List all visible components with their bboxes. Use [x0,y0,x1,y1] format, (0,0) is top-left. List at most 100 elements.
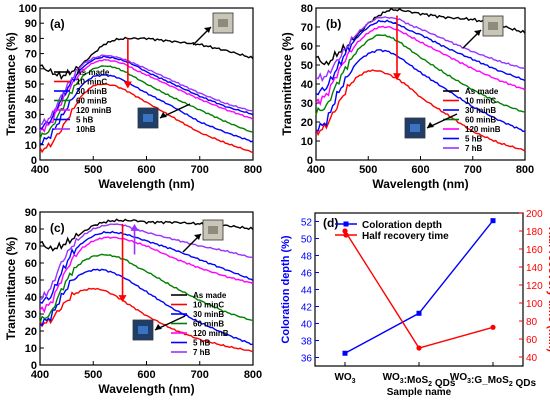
y-tick-label: 100 [19,3,37,15]
legend-label: 10 minC [193,301,224,310]
x-category-label: WO3:MoS2 QDs [383,372,456,389]
photo-sample [138,326,148,334]
series-line [39,236,254,314]
x-category-label: WO3 [334,372,355,385]
y-tick-label: 30 [301,98,313,110]
pointer-arrowhead [155,324,162,330]
y-axis-label: Coloration depth (%) [280,235,292,343]
y-tick-label: 70 [301,22,313,34]
series-line [315,49,526,133]
y-tick-label: 10 [301,136,313,148]
y-axis-label: Transmittance (%) [4,237,18,340]
colored-photo-icon [137,107,159,129]
y-tick-label: 50 [25,275,37,287]
y2-tick-label: 40 [526,353,538,364]
x-tick-label: 600 [137,164,155,176]
y-tick-label: 60 [25,258,37,270]
y2-tick-label: 160 [526,245,543,256]
y-axis-label: Transmittance (%) [4,32,18,135]
y-tick-label: 40 [301,79,313,91]
red-arrowhead [123,81,132,89]
legend-label: 30 minB [193,310,224,319]
x-axis-label: Wavelength (nm) [372,177,468,191]
y-tick-label: 0 [307,155,313,167]
series-line [315,34,526,116]
y2-tick-label: 80 [526,317,538,328]
x-tick-label: 700 [464,164,482,176]
legend-label: 7 hB [193,348,211,357]
y-tick-label: 52 [301,218,313,229]
y2-tick-label: 200 [526,209,543,220]
red-arrowhead [118,295,127,303]
photo-sample [143,114,153,122]
x-axis-label: Sample name [387,387,452,398]
legend-label: 60 minB [465,116,496,125]
y-tick-label: 50 [301,60,313,72]
panel-label: (b) [326,17,341,31]
legend-label: 30 minB [465,106,496,115]
y-tick-label: 10 [25,140,37,152]
x-axis-label: Wavelength (nm) [98,382,194,396]
y-tick-label: 20 [301,117,313,129]
legend-label: As made [193,291,227,300]
y-tick-label: 90 [25,18,37,30]
legend-label: As made [76,68,110,77]
y-tick-label: 46 [301,269,313,280]
panel-c: 400 500 600 700 800 0 10 20 30 40 50 60 70 80 90 Wavele… [4,207,262,396]
panel-a: 400 500 600 700 800 0 10 20 30 40 50 60 70 80 90 100 Wav… [4,3,262,191]
y-tick-label: 0 [31,155,37,167]
data-point [416,310,422,316]
series-line [39,74,254,145]
x-tick-label: 600 [137,369,155,381]
y-axis-label: Transmittance (%) [280,32,294,135]
y-tick-label: 50 [25,79,37,91]
x-category-label: WO3:G_MoS2 QDs [450,372,537,389]
legend-marker [343,221,349,227]
x-tick-label: 500 [359,164,377,176]
series-line [39,58,254,134]
y-tick-label: 20 [25,326,37,338]
series-line [39,36,254,81]
legend-label: 30 minB [76,87,107,96]
photo-sample [218,19,228,27]
x-tick-label: 600 [411,164,429,176]
series-line [40,55,254,130]
legend-label: 10 minC [76,78,107,87]
colored-photo-icon [132,319,154,341]
series-line [39,223,254,301]
series-line [39,230,254,304]
x-tick-label: 800 [516,164,534,176]
x-tick-label: 500 [84,164,102,176]
legend-label: 7 hB [465,144,483,153]
x-axis-label: Wavelength (nm) [98,177,194,191]
data-point [416,345,422,351]
pointer-arrowhead [427,122,434,128]
legend-label: Coloration depth [362,220,442,231]
y-tick-label: 60 [301,41,313,53]
data-point [342,228,348,234]
y-tick-label: 38 [301,337,313,348]
legend-label: 5 hB [76,116,94,125]
series-line [315,19,526,96]
y-tick-label: 90 [25,207,37,219]
y2-tick-label: 140 [526,263,543,274]
y-tick-label: 80 [25,33,37,45]
y-tick-label: 42 [301,303,313,314]
legend-label: 10hB [76,125,96,134]
pointer-arrowhead [204,27,211,33]
x-tick-label: 700 [191,164,209,176]
photo-sample [208,226,218,234]
legend-label: 10 minC [465,97,496,106]
series-line [39,83,254,154]
panel-label: (c) [50,221,65,235]
y-tick-label: 40 [25,94,37,106]
data-point [490,324,496,330]
panel-label: (a) [50,17,65,31]
y-tick-label: 10 [25,343,37,355]
bleached-photo-icon [202,219,224,241]
legend-label: 120 minB [193,329,229,338]
photo-sample [488,22,498,30]
data-point [490,218,496,224]
data-point [342,350,348,356]
